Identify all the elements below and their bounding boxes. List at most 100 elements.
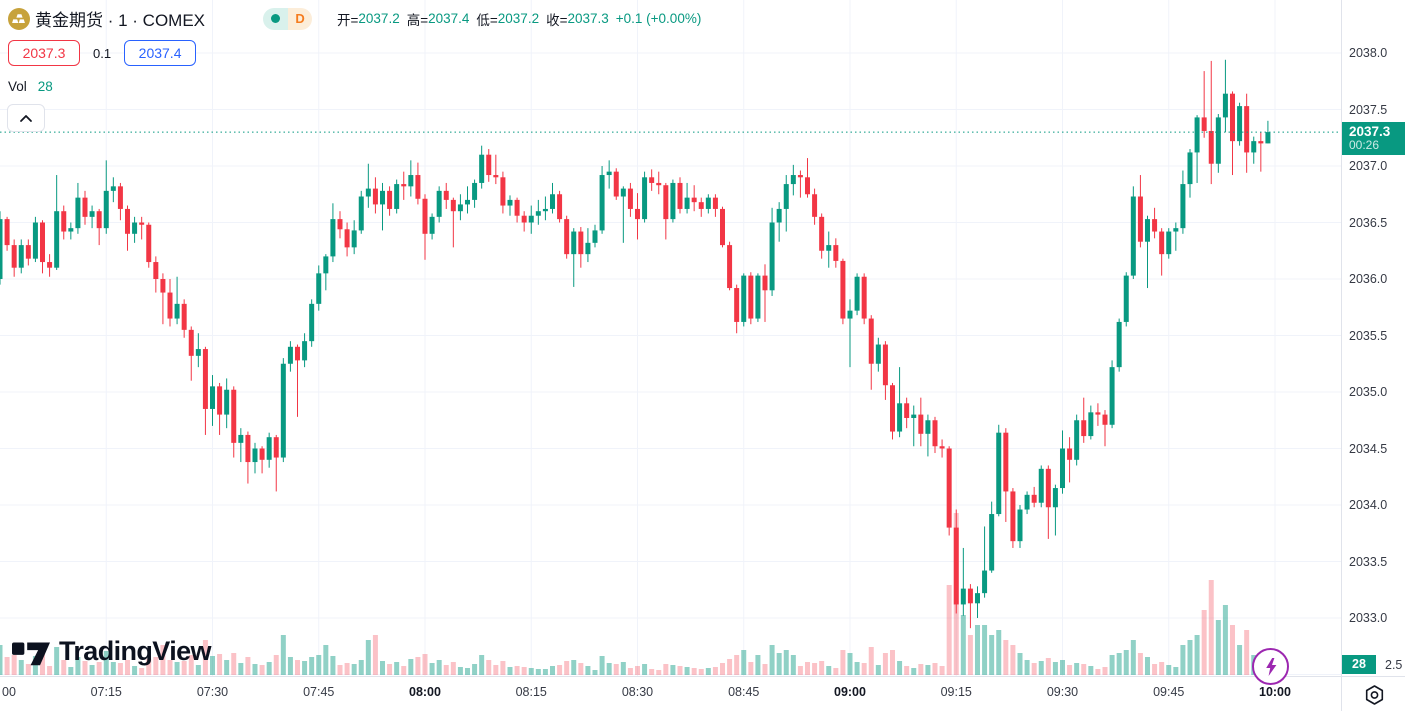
ask-button[interactable]: 2037.4	[124, 40, 197, 66]
volume-bar	[1095, 669, 1101, 675]
candle-body	[0, 219, 3, 279]
volume-bar	[989, 635, 995, 675]
tradingview-logo-text: TradingView	[59, 636, 212, 666]
time-tick-label: 09:00	[833, 685, 866, 699]
candle-body	[379, 190, 385, 205]
volume-bar	[11, 655, 17, 675]
candle-body	[776, 208, 782, 223]
volume-bar	[61, 660, 67, 675]
candle-body	[217, 386, 223, 415]
candle-body	[344, 229, 350, 248]
candle-body	[528, 215, 534, 223]
market-status-interval-pill[interactable]: D	[263, 7, 313, 30]
volume-bar	[642, 664, 648, 675]
time-tick-label: 08:15	[515, 685, 547, 699]
volume-bar	[139, 668, 145, 675]
volume-bar	[762, 664, 768, 675]
candle-body	[790, 175, 796, 185]
candle-body	[139, 222, 145, 225]
candle-body	[294, 346, 300, 361]
volume-bar	[1215, 620, 1221, 675]
candle-body	[542, 208, 548, 212]
volume-bar	[1116, 653, 1122, 675]
volume-indicator-value: 28	[37, 79, 53, 94]
volume-bar	[1088, 666, 1094, 675]
candle-body	[1017, 509, 1023, 542]
open-value: 2037.2	[358, 11, 400, 26]
candle-body	[1038, 468, 1044, 503]
time-tick-label: 07:15	[90, 685, 122, 699]
chevron-up-icon	[20, 114, 32, 122]
volume-bar	[266, 662, 272, 675]
tradingview-logo[interactable]: TradingView	[12, 636, 212, 667]
candle-body	[224, 389, 230, 415]
candle-body	[1187, 152, 1193, 185]
candle-body	[252, 448, 258, 463]
volume-bar	[868, 647, 874, 675]
candle-body	[4, 219, 10, 246]
volume-bar	[217, 654, 223, 675]
volume-bar	[606, 663, 612, 675]
candle-body	[967, 588, 973, 604]
volume-bar	[209, 656, 215, 675]
candlestick-chart-canvas[interactable]	[0, 0, 1341, 676]
volume-bar	[1201, 610, 1207, 675]
volume-bar	[302, 661, 308, 675]
volume-bar	[408, 659, 414, 675]
candle-body	[387, 190, 393, 209]
volume-bar	[1194, 635, 1200, 675]
volume-bar	[507, 667, 513, 675]
candle-body	[670, 182, 676, 220]
candle-body	[1031, 494, 1037, 503]
volume-bar	[564, 661, 570, 675]
spread-value: 0.1	[93, 45, 112, 61]
volume-bar	[54, 647, 60, 675]
collapse-panel-button[interactable]	[7, 104, 45, 132]
candle-body	[897, 403, 903, 432]
volume-indicator-row[interactable]: Vol 28	[8, 79, 53, 94]
candle-body	[585, 242, 591, 255]
price-tick-label: 2036.0	[1349, 272, 1388, 286]
volume-bar	[833, 668, 839, 675]
volume-bar	[316, 655, 322, 675]
candle-body	[464, 199, 470, 205]
volume-bar	[996, 630, 1002, 675]
symbol-title[interactable]: 黄金期货 · 1 · COMEX	[35, 11, 206, 30]
candle-body	[1045, 468, 1051, 508]
volume-bar	[96, 662, 102, 675]
volume-bar	[110, 662, 116, 675]
candle-body	[82, 197, 88, 217]
candle-body	[507, 199, 513, 206]
volume-bar	[1244, 630, 1250, 675]
gear-icon[interactable]	[1363, 684, 1386, 706]
candle-body	[557, 194, 563, 220]
candle-body	[1088, 412, 1094, 437]
volume-value-badge: 28	[1342, 655, 1376, 674]
volume-bar	[712, 667, 718, 675]
candle-body	[769, 222, 775, 291]
candle-body	[146, 224, 152, 263]
volume-bar	[146, 659, 152, 675]
volume-bar	[103, 651, 109, 675]
price-scale[interactable]: 2037.3 00:26 28 2.5 2038.0 2037.5 2037.0 20…	[1341, 0, 1405, 676]
candle-body	[904, 403, 910, 418]
candle-body	[408, 175, 414, 187]
time-tick-label: 10:00	[1258, 685, 1291, 699]
volume-bar	[358, 660, 364, 675]
candle-body	[868, 318, 874, 364]
time-scale[interactable]: 00 07:15 07:30 07:45 08:00 08:15 08:30 08:45 09:…	[0, 676, 1341, 711]
price-tick-label: 2036.5	[1349, 215, 1388, 230]
candle-body	[358, 196, 364, 231]
candle-body	[719, 208, 725, 246]
volume-bar	[783, 650, 789, 675]
bid-button[interactable]: 2037.3	[8, 40, 80, 66]
candle-body	[939, 446, 945, 449]
volume-bar	[1173, 667, 1179, 675]
candle-body	[1173, 228, 1179, 232]
volume-bar	[436, 660, 442, 675]
candle-body	[493, 175, 499, 178]
boost-button[interactable]	[1252, 648, 1289, 685]
candle-body	[103, 190, 109, 229]
volume-bar	[1229, 625, 1235, 675]
volume-bar	[974, 625, 980, 675]
